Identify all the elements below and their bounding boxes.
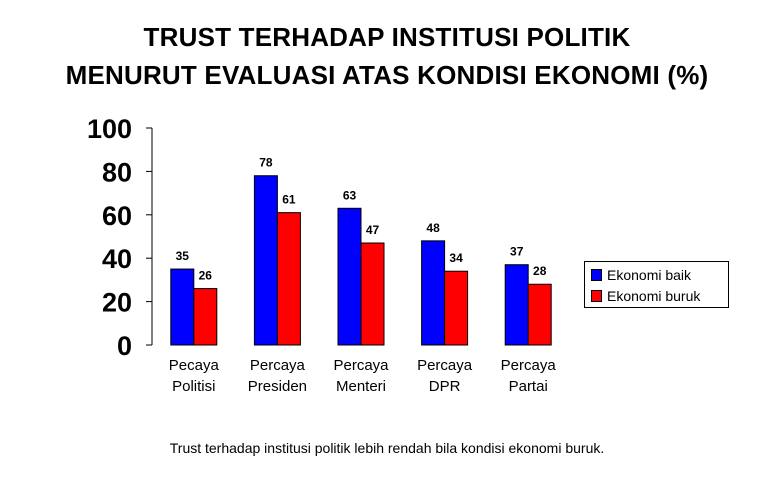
category-label-3-line-1: Percaya: [417, 357, 473, 374]
chart-legend: Ekonomi baik Ekonomi buruk: [584, 261, 729, 308]
data-label-ekonomi-baik-2: 63: [343, 188, 357, 202]
data-label-ekonomi-baik-4: 37: [510, 245, 524, 259]
category-label-4-line-1: Percaya: [501, 357, 557, 374]
bar-ekonomi-baik-3: [421, 240, 446, 346]
y-tick-label-20: 20: [102, 288, 132, 318]
data-label-ekonomi-baik-1: 78: [259, 156, 273, 170]
y-tick-label-40: 40: [102, 244, 132, 274]
data-label-ekonomi-baik-3: 48: [426, 221, 440, 235]
bar-ekonomi-baik-0: [170, 268, 195, 346]
category-label-1-line-1: Percaya: [250, 357, 306, 374]
y-tick-label-0: 0: [117, 331, 132, 361]
chart-caption: Trust terhadap institusi politik lebih r…: [169, 440, 605, 456]
category-label-3-line-2: DPR: [429, 378, 461, 395]
category-label-0-line-1: Pecaya: [169, 357, 220, 374]
y-tick-label-80: 80: [102, 157, 132, 187]
y-tick-label-60: 60: [102, 201, 132, 231]
data-label-ekonomi-buruk-4: 28: [533, 264, 547, 278]
legend-label-ekonomi-baik: Ekonomi baik: [607, 267, 692, 283]
category-label-4-line-2: Partai: [509, 378, 548, 395]
category-label-2-line-1: Percaya: [333, 357, 389, 374]
bar-ekonomi-baik-4: [504, 264, 529, 346]
data-label-ekonomi-buruk-1: 61: [282, 193, 296, 207]
bar-ekonomi-buruk-4: [527, 283, 552, 346]
data-label-ekonomi-buruk-0: 26: [199, 269, 213, 283]
bar-ekonomi-buruk-2: [360, 242, 385, 346]
legend-swatch-ekonomi-baik: [591, 269, 602, 281]
bar-ekonomi-buruk-3: [444, 270, 469, 346]
bar-ekonomi-buruk-1: [276, 212, 301, 346]
category-label-1-line-2: Presiden: [248, 378, 307, 395]
legend-swatch-ekonomi-buruk: [591, 290, 602, 302]
bar-ekonomi-baik-1: [253, 175, 278, 346]
chart-title-line-1: TRUST TERHADAP INSTITUSI POLITIK: [143, 22, 631, 52]
chart-title-line-2: MENURUT EVALUASI ATAS KONDISI EKONOMI (%…: [65, 60, 709, 90]
bar-ekonomi-baik-2: [337, 207, 362, 346]
category-label-2-line-2: Menteri: [336, 378, 386, 395]
data-label-ekonomi-baik-0: 35: [176, 249, 190, 263]
legend-item-ekonomi-baik: Ekonomi baik: [591, 266, 691, 284]
category-label-0-line-2: Politisi: [172, 378, 215, 395]
bar-ekonomi-buruk-0: [193, 288, 218, 346]
legend-item-ekonomi-buruk: Ekonomi buruk: [591, 287, 700, 305]
data-label-ekonomi-buruk-3: 34: [449, 251, 463, 265]
y-tick-label-100: 100: [87, 114, 132, 144]
data-label-ekonomi-buruk-2: 47: [366, 223, 380, 237]
legend-label-ekonomi-buruk: Ekonomi buruk: [607, 288, 701, 304]
